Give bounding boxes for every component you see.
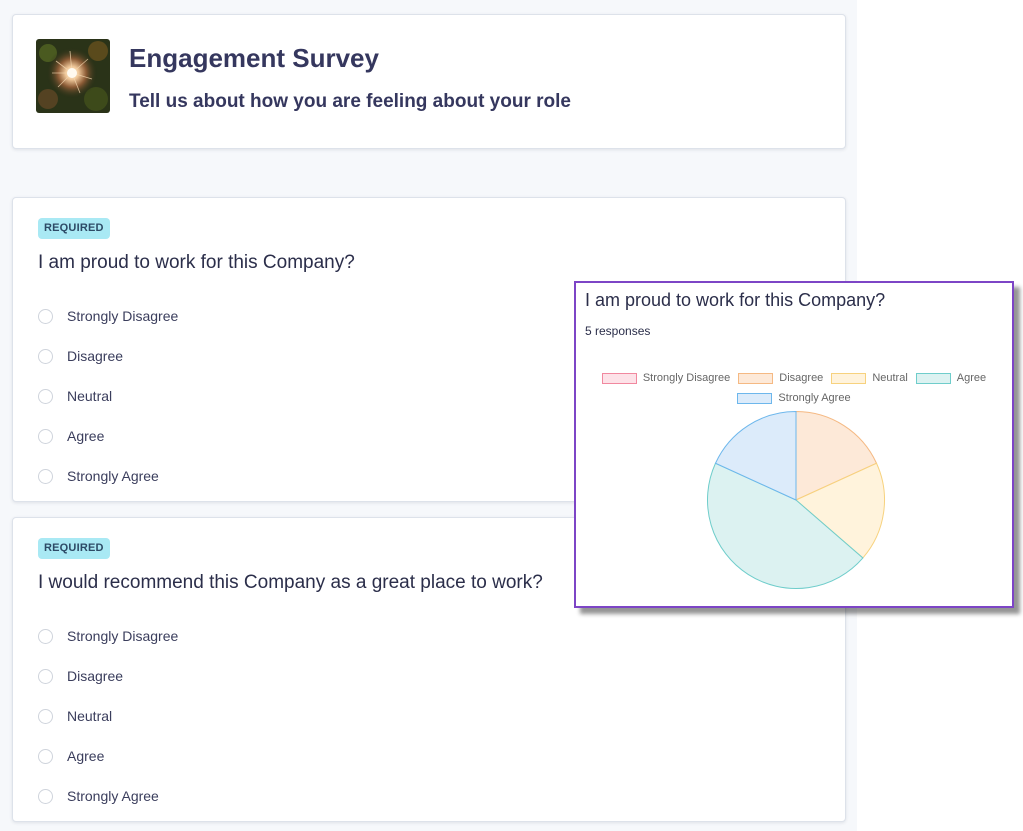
legend-item-strongly-disagree[interactable]: Strongly Disagree (601, 372, 731, 384)
survey-subtitle: Tell us about how you are feeling about … (129, 91, 571, 112)
option-disagree[interactable]: Disagree (38, 656, 538, 696)
radio-button[interactable] (38, 348, 53, 364)
legend-label: Strongly Agree (778, 392, 851, 404)
legend-swatch (737, 392, 773, 404)
option-label: Agree (67, 748, 105, 764)
option-label: Strongly Disagree (67, 308, 179, 324)
radio-button[interactable] (38, 388, 53, 404)
radio-button[interactable] (38, 308, 53, 324)
legend-item-agree[interactable]: Agree (915, 372, 987, 384)
option-label: Strongly Disagree (67, 628, 179, 644)
pie-slice-agree[interactable] (707, 462, 864, 589)
option-label: Strongly Agree (67, 788, 159, 804)
option-label: Agree (67, 428, 105, 444)
legend-label: Neutral (872, 372, 908, 384)
option-neutral[interactable]: Neutral (38, 376, 538, 416)
option-agree[interactable]: Agree (38, 416, 538, 456)
legend-row-1: Strongly Disagree Disagree Neutral Agree (576, 368, 1012, 388)
legend-label: Agree (956, 372, 987, 384)
legend-row-2: Strongly Agree (576, 388, 1012, 408)
pie-slice-disagree[interactable] (795, 410, 878, 501)
option-label: Strongly Agree (67, 468, 159, 484)
question-options: Strongly Disagree Disagree Neutral Agree… (38, 616, 538, 816)
option-strongly-agree[interactable]: Strongly Agree (38, 456, 538, 496)
radio-button[interactable] (38, 468, 53, 484)
legend-swatch (738, 372, 774, 384)
radio-button[interactable] (38, 668, 53, 684)
option-label: Neutral (67, 708, 113, 724)
option-label: Disagree (67, 348, 124, 364)
option-disagree[interactable]: Disagree (38, 336, 538, 376)
radio-button[interactable] (38, 708, 53, 724)
option-strongly-disagree[interactable]: Strongly Disagree (38, 296, 538, 336)
option-strongly-agree[interactable]: Strongly Agree (38, 776, 538, 816)
chart-legend: Strongly Disagree Disagree Neutral Agree St… (576, 368, 1012, 408)
pie-slice-neutral[interactable] (795, 462, 885, 559)
survey-header-card: Engagement Survey Tell us about how you … (12, 14, 846, 149)
pie-chart (707, 410, 885, 589)
legend-swatch (601, 372, 637, 384)
legend-item-strongly-agree[interactable]: Strongly Agree (737, 392, 851, 404)
question-options: Strongly Disagree Disagree Neutral Agree… (38, 296, 538, 496)
radio-button[interactable] (38, 628, 53, 644)
radio-button[interactable] (38, 788, 53, 804)
required-badge: REQUIRED (38, 538, 110, 559)
legend-item-disagree[interactable]: Disagree (738, 372, 823, 384)
radio-button[interactable] (38, 748, 53, 764)
legend-swatch (915, 372, 951, 384)
radio-button[interactable] (38, 428, 53, 444)
legend-item-neutral[interactable]: Neutral (831, 372, 908, 384)
response-count: 5 responses (585, 324, 651, 338)
question-text: I would recommend this Company as a grea… (38, 572, 543, 593)
option-label: Neutral (67, 388, 113, 404)
results-popup: I am proud to work for this Company? 5 r… (574, 281, 1014, 608)
option-neutral[interactable]: Neutral (38, 696, 538, 736)
required-badge: REQUIRED (38, 218, 110, 239)
question-text: I am proud to work for this Company? (38, 252, 355, 273)
option-label: Disagree (67, 668, 124, 684)
survey-logo-image (36, 39, 110, 113)
results-title: I am proud to work for this Company? (585, 290, 886, 310)
survey-title: Engagement Survey (129, 43, 379, 73)
legend-label: Strongly Disagree (642, 372, 731, 384)
pie-slice-strongly-agree[interactable] (714, 410, 797, 501)
option-strongly-disagree[interactable]: Strongly Disagree (38, 616, 538, 656)
legend-swatch (831, 372, 867, 384)
option-agree[interactable]: Agree (38, 736, 538, 776)
legend-label: Disagree (779, 372, 824, 384)
